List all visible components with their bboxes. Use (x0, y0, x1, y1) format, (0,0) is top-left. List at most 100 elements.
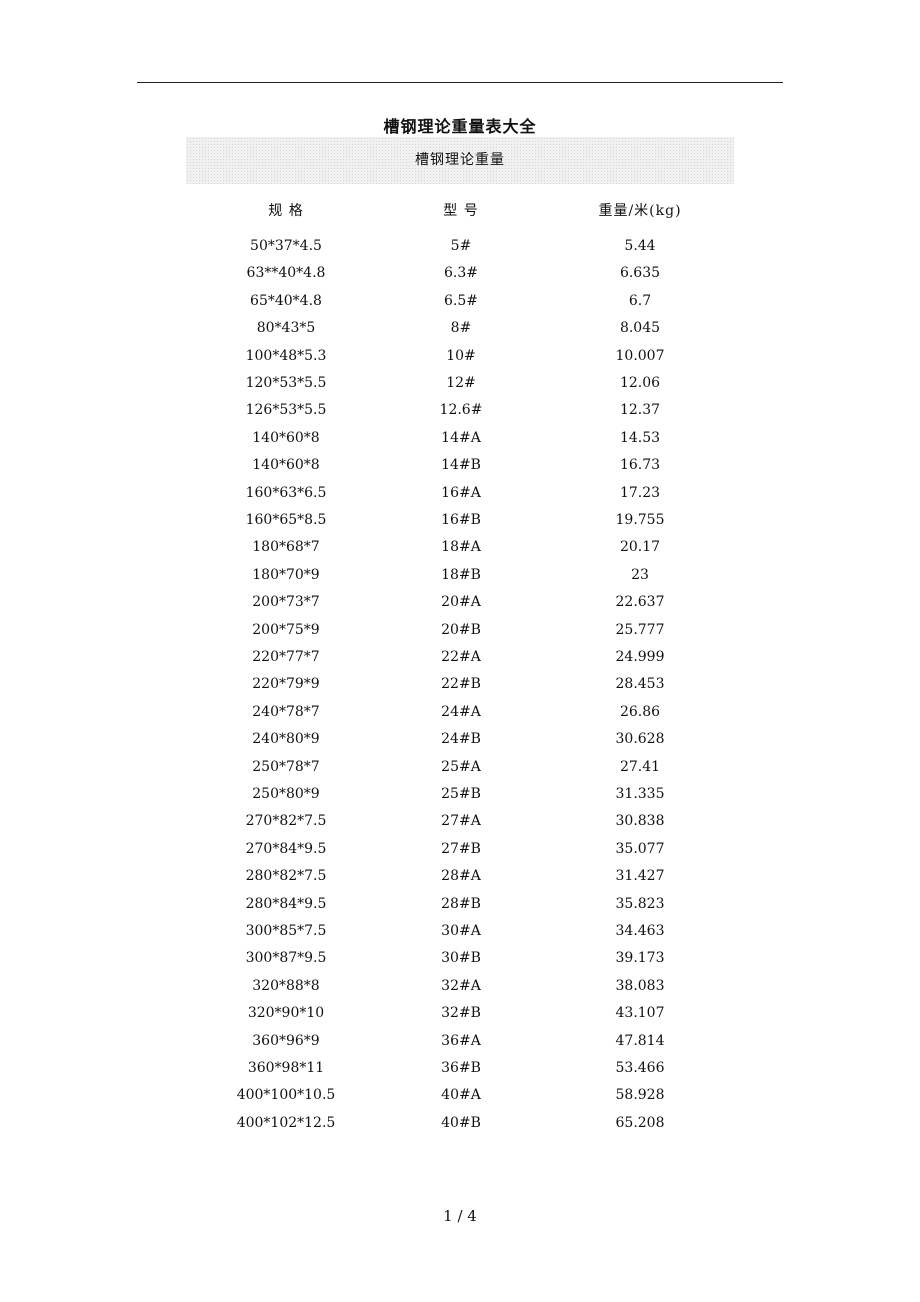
table-row: 360*96*9 36#A 47.814 (0, 1033, 920, 1053)
cell-model: 14#B (441, 457, 481, 474)
cell-model: 28#B (441, 895, 481, 912)
table-row: 220*79*9 22#B 28.453 (0, 676, 920, 696)
table-row: 300*85*7.5 30#A 34.463 (0, 923, 920, 943)
cell-spec: 160*65*8.5 (245, 512, 327, 528)
cell-model: 28#A (441, 868, 481, 885)
cell-model: 8# (450, 320, 472, 337)
cell-model: 32#B (441, 1005, 481, 1022)
cell-weight: 30.838 (615, 813, 665, 830)
cell-weight: 14.53 (619, 429, 661, 446)
table-row: 100*48*5.3 10# 10.007 (0, 348, 920, 368)
cell-spec: 180*68*7 (252, 539, 320, 556)
cell-weight: 20.17 (619, 539, 661, 556)
table-row: 160*63*6.5 16#A 17.23 (0, 485, 920, 505)
cell-spec: 320*88*8 (252, 977, 320, 994)
table-row: 126*53*5.5 12.6# 12.37 (0, 402, 920, 422)
cell-weight: 43.107 (615, 1005, 665, 1022)
cell-model: 20#A (441, 594, 481, 611)
cell-model: 27#B (441, 840, 481, 857)
table-row: 65*40*4.8 6.5# 6.7 (0, 293, 920, 313)
table-row: 270*82*7.5 27#A 30.838 (0, 813, 920, 833)
cell-model: 32#A (441, 977, 481, 994)
cell-model: 22#A (441, 649, 481, 665)
cell-spec: 200*75*9 (252, 621, 320, 638)
table-row: 180*70*9 18#B 23 (0, 567, 920, 587)
cell-model: 30#B (441, 950, 481, 967)
table-row: 240*80*9 24#B 30.628 (0, 731, 920, 751)
table-row: 200*75*9 20#B 25.777 (0, 622, 920, 642)
cell-weight: 65.208 (615, 1114, 665, 1131)
cell-weight: 10.007 (615, 347, 665, 364)
cell-spec: 220*79*9 (252, 676, 320, 693)
cell-weight: 16.73 (619, 457, 661, 474)
cell-weight: 24.999 (615, 649, 665, 665)
cell-spec: 140*60*8 (252, 429, 320, 446)
cell-weight: 28.453 (615, 676, 665, 693)
table-row: 250*80*9 25#B 31.335 (0, 786, 920, 806)
table-row: 270*84*9.5 27#B 35.077 (0, 841, 920, 861)
cell-weight: 38.083 (615, 977, 665, 994)
cell-spec: 180*70*9 (252, 566, 320, 583)
cell-spec: 65*40*4.8 (250, 292, 322, 309)
cell-model: 6.5# (444, 292, 478, 309)
cell-spec: 140*60*8 (252, 457, 320, 474)
cell-weight: 30.628 (615, 731, 665, 748)
cell-model: 22#B (441, 676, 481, 693)
table-row: 250*78*7 25#A 27.41 (0, 759, 920, 779)
table-row: 63**40*4.8 6.3# 6.635 (0, 265, 920, 285)
header-rule (137, 82, 783, 83)
cell-spec: 250*80*9 (252, 786, 320, 802)
cell-spec: 50*37*4.5 (250, 238, 322, 254)
cell-spec: 250*78*7 (252, 758, 320, 775)
cell-spec: 200*73*7 (252, 594, 320, 611)
cell-weight: 47.814 (615, 1032, 665, 1049)
cell-model: 25#A (441, 758, 481, 775)
column-header-spec: 规 格 (268, 203, 304, 219)
table-row: 300*87*9.5 30#B 39.173 (0, 950, 920, 970)
table-row: 180*68*7 18#A 20.17 (0, 539, 920, 559)
table-row: 140*60*8 14#A 14.53 (0, 430, 920, 450)
cell-spec: 220*77*7 (252, 649, 320, 665)
column-header-model: 型 号 (443, 203, 479, 219)
cell-spec: 280*82*7.5 (245, 868, 327, 885)
cell-model: 6.3# (444, 265, 478, 282)
cell-model: 36#B (441, 1060, 481, 1076)
cell-weight: 34.463 (615, 923, 665, 939)
cell-model: 36#A (441, 1032, 481, 1049)
table-row: 140*60*8 14#B 16.73 (0, 457, 920, 477)
cell-spec: 80*43*5 (256, 320, 316, 337)
cell-model: 12.6# (439, 402, 483, 419)
table-row: 320*90*10 32#B 43.107 (0, 1005, 920, 1025)
table-caption: 槽钢理论重量 (415, 152, 505, 168)
cell-weight: 39.173 (615, 950, 665, 967)
cell-model: 27#A (441, 813, 481, 830)
cell-model: 24#A (441, 703, 481, 720)
cell-spec: 100*48*5.3 (245, 347, 327, 364)
table-row: 120*53*5.5 12# 12.06 (0, 375, 920, 395)
cell-model: 16#B (441, 512, 481, 528)
cell-spec: 120*53*5.5 (245, 375, 327, 391)
cell-spec: 126*53*5.5 (245, 402, 327, 419)
cell-weight: 35.077 (615, 840, 665, 857)
cell-weight: 17.23 (619, 484, 661, 501)
cell-weight: 25.777 (615, 621, 665, 638)
table-row: 320*88*8 32#A 38.083 (0, 978, 920, 998)
cell-model: 18#B (441, 566, 481, 583)
cell-weight: 12.06 (619, 375, 661, 391)
document-title: 槽钢理论重量表大全 (383, 117, 537, 136)
cell-spec: 240*78*7 (252, 703, 320, 720)
cell-model: 18#A (441, 539, 481, 556)
table-row: 400*102*12.5 40#B 65.208 (0, 1115, 920, 1135)
cell-weight: 31.427 (615, 868, 665, 885)
cell-spec: 300*87*9.5 (245, 950, 327, 967)
cell-weight: 35.823 (615, 895, 665, 912)
table-row: 280*82*7.5 28#A 31.427 (0, 868, 920, 888)
cell-model: 24#B (441, 731, 481, 748)
column-header-weight: 重量/米(kg) (598, 203, 682, 219)
cell-model: 40#A (441, 1087, 481, 1104)
cell-model: 14#A (441, 429, 481, 446)
cell-weight: 31.335 (615, 786, 665, 802)
cell-spec: 240*80*9 (252, 731, 320, 748)
page-indicator: 1 / 4 (443, 1207, 477, 1225)
table-row: 50*37*4.5 5# 5.44 (0, 238, 920, 258)
